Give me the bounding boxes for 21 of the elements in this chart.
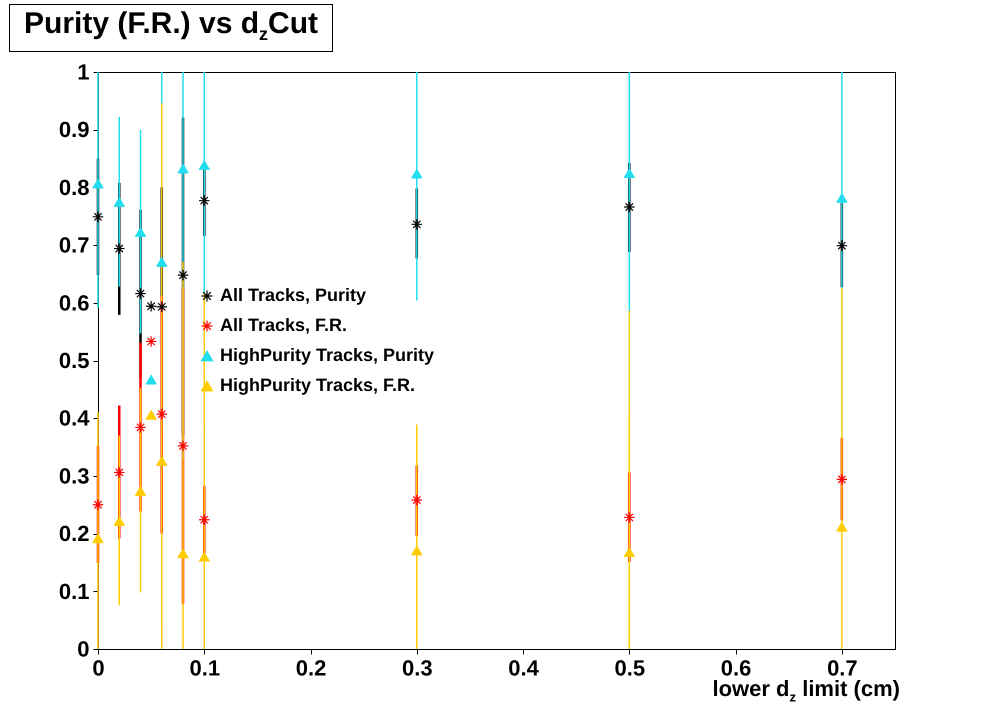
x-tick-label: 0.1 bbox=[189, 656, 220, 680]
chart-title: Purity (F.R.) vs d$_{z}$Cut bbox=[9, 4, 334, 52]
y-tick-label: 0.8 bbox=[58, 174, 90, 200]
y-tick-label: 0.5 bbox=[58, 348, 90, 373]
y-tick-label: 0.2 bbox=[58, 521, 90, 546]
legend-label: HighPurity Tracks, Purity bbox=[220, 345, 434, 365]
x-tick-label: 0.3 bbox=[402, 656, 433, 680]
y-tick-label: 0.7 bbox=[58, 232, 90, 258]
y-tick-label: 0.9 bbox=[58, 117, 90, 142]
y-tick-label: 0.1 bbox=[58, 578, 90, 604]
y-tick-label: 0 bbox=[77, 636, 90, 662]
y-tick-label: 0.4 bbox=[58, 406, 90, 431]
x-tick-label: 0.5 bbox=[614, 656, 646, 680]
y-tick-label: 1 bbox=[77, 60, 90, 84]
y-tick-label: 0.6 bbox=[58, 290, 90, 316]
legend-label: All Tracks, Purity bbox=[220, 285, 366, 305]
x-tick-label: 0.4 bbox=[508, 656, 540, 680]
x-tick-label: 0.2 bbox=[296, 656, 326, 680]
legend-label: All Tracks, F.R. bbox=[220, 315, 348, 335]
y-tick-label: 0.3 bbox=[58, 463, 90, 488]
legend-label: HighPurity Tracks, F.R. bbox=[220, 375, 416, 395]
